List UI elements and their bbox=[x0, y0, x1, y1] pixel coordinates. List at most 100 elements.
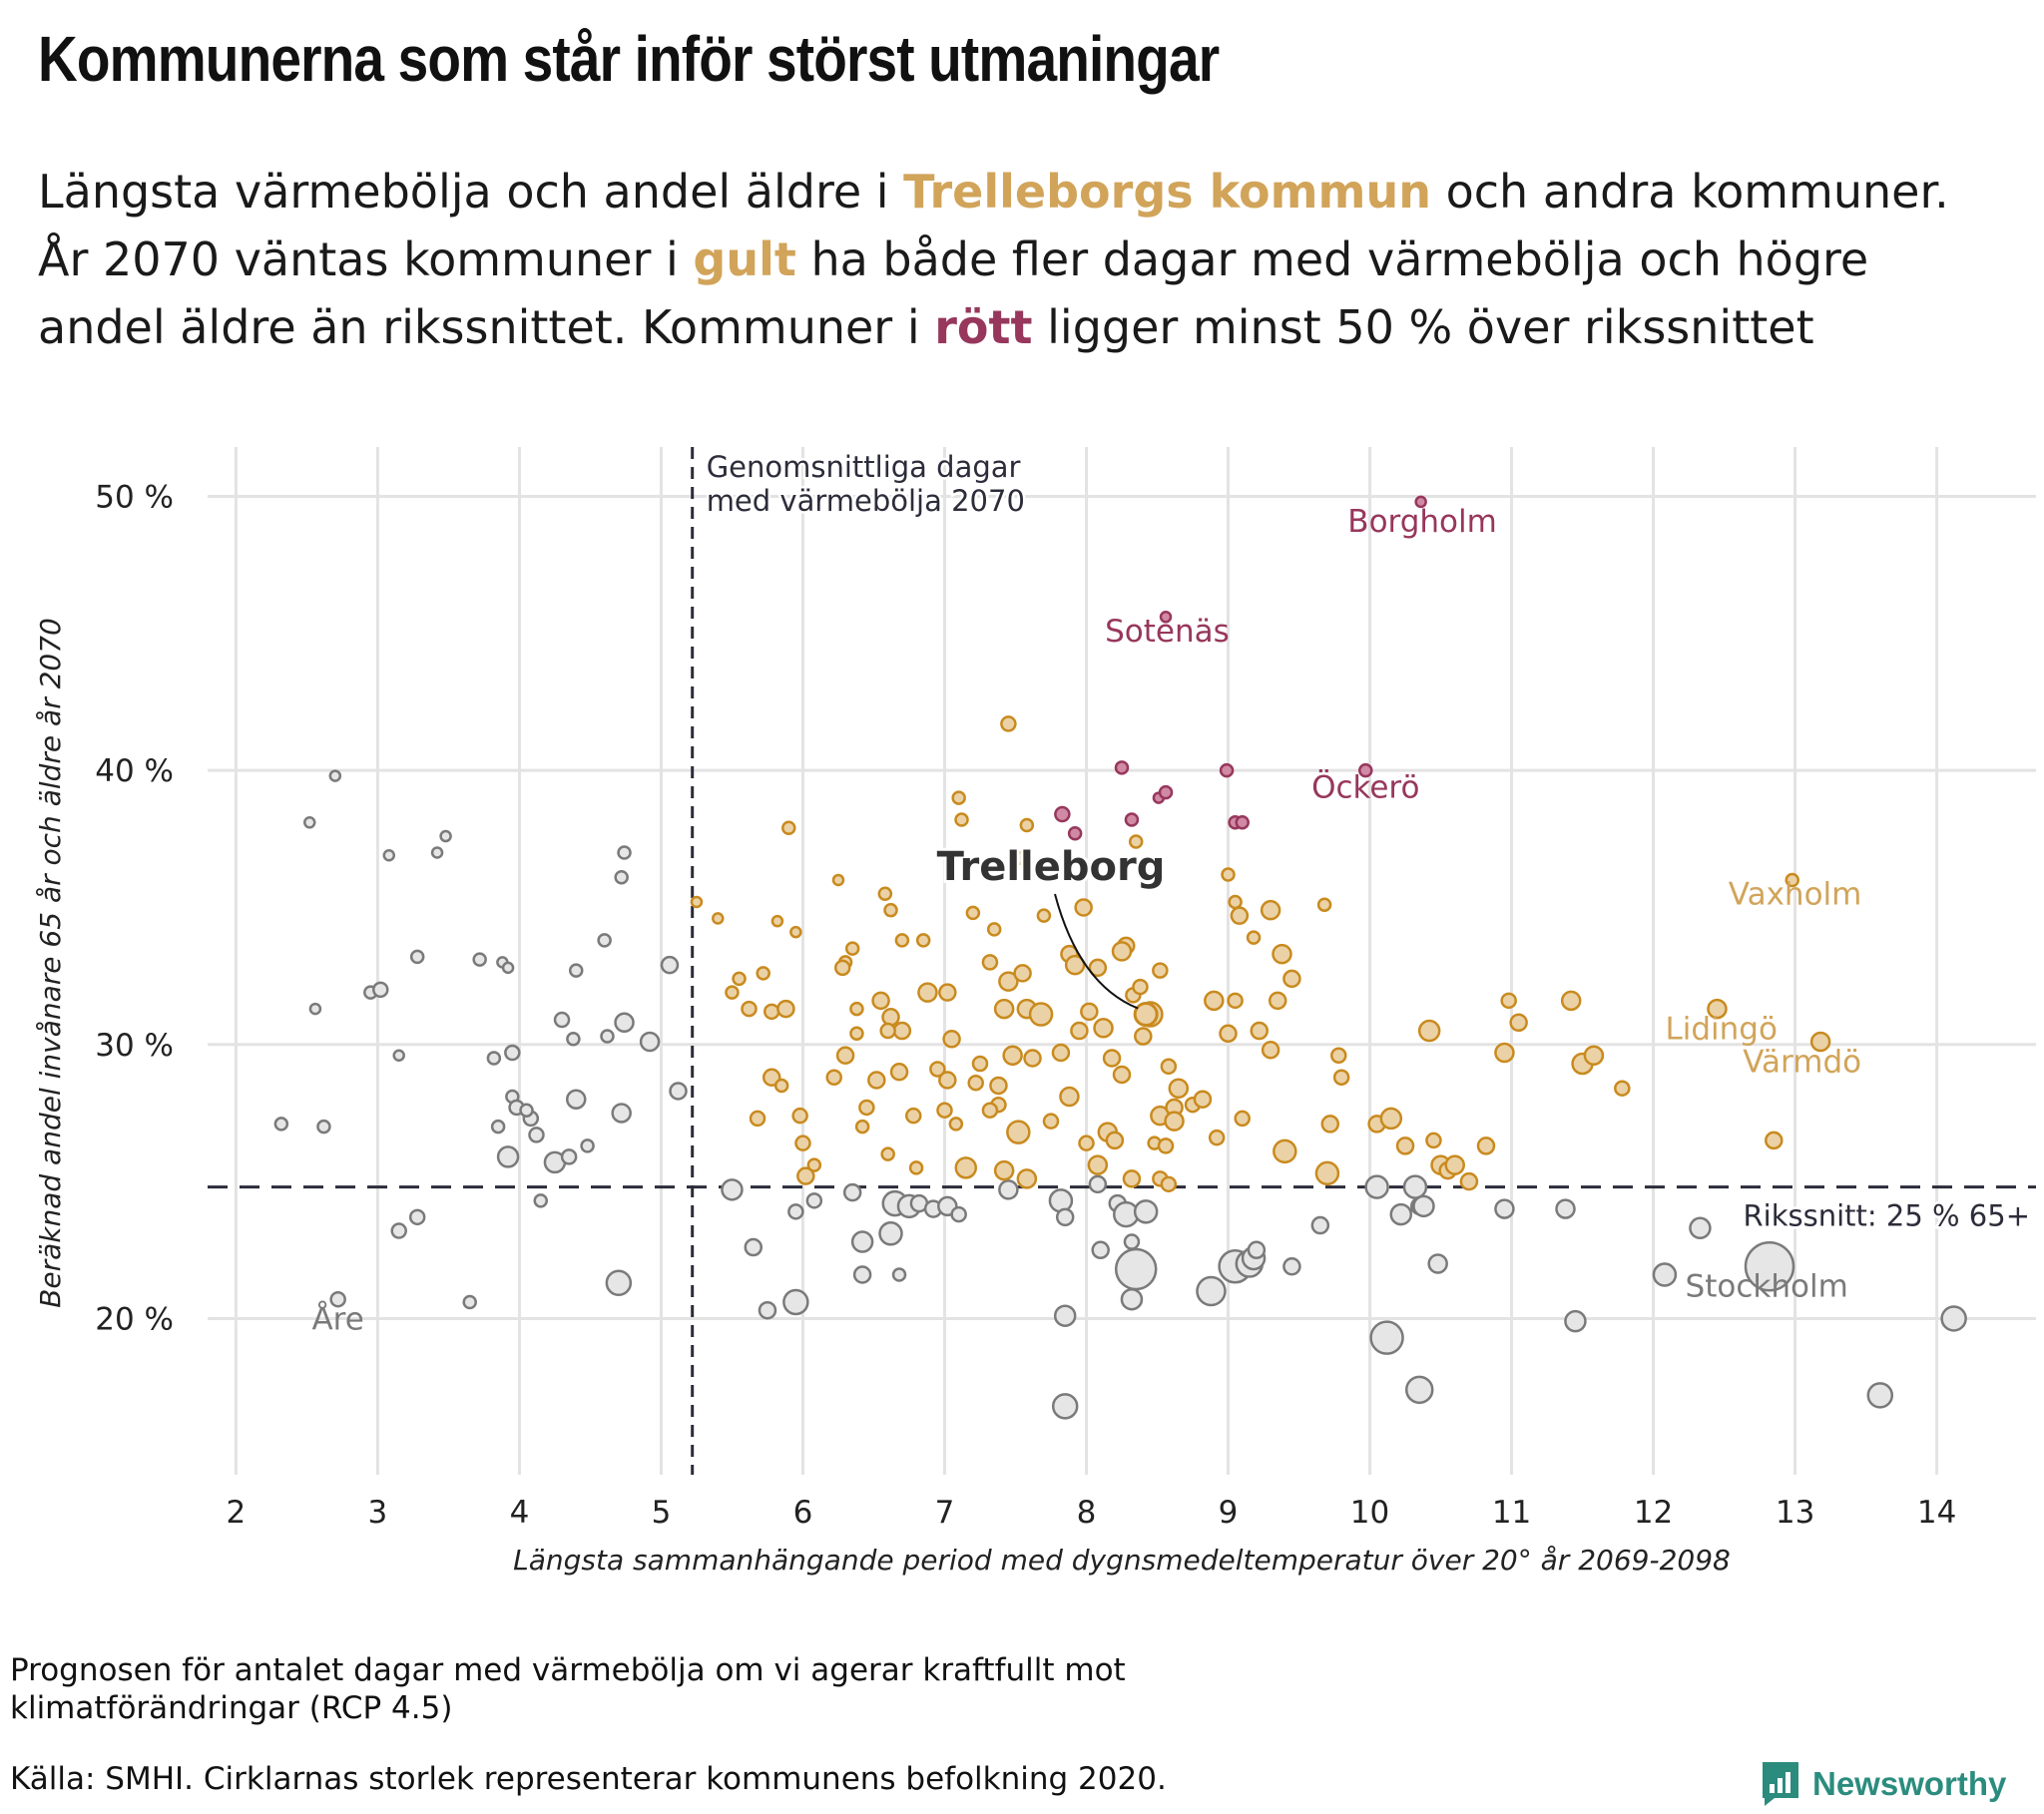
x-tick-label: 12 bbox=[1634, 1495, 1673, 1531]
gold-point bbox=[881, 1008, 900, 1027]
gold-point bbox=[1417, 1019, 1441, 1043]
gold-point bbox=[971, 1055, 989, 1073]
gold-point bbox=[917, 982, 938, 1003]
grey-point bbox=[1055, 1207, 1075, 1227]
gold-point bbox=[1314, 1160, 1340, 1186]
gold-point bbox=[1221, 867, 1236, 882]
gold-point bbox=[1208, 1129, 1226, 1146]
gold-point bbox=[1152, 962, 1169, 979]
y-axis-title: Beräknad andel invånare 65 år och äldre … bbox=[34, 618, 67, 1308]
trelleborg-point bbox=[1133, 1002, 1159, 1028]
gold-point bbox=[1707, 998, 1728, 1020]
gold-point bbox=[854, 1119, 870, 1134]
gold-point bbox=[867, 1071, 886, 1090]
gold-point bbox=[1260, 899, 1281, 921]
gold-point bbox=[749, 1110, 766, 1128]
gold-point bbox=[725, 985, 740, 1000]
gold-point bbox=[1230, 906, 1250, 925]
x-tick-label: 5 bbox=[652, 1495, 672, 1531]
gold-point bbox=[1227, 992, 1244, 1010]
grey-point bbox=[842, 1182, 862, 1202]
grey-point bbox=[660, 955, 680, 975]
gold-point bbox=[1088, 958, 1108, 978]
gold-point bbox=[1614, 1080, 1631, 1097]
grey-point bbox=[1120, 1287, 1144, 1311]
gold-point bbox=[981, 1102, 999, 1119]
grey-point bbox=[308, 1002, 322, 1016]
subtitle-part-2: och andra kommuner. År 2070 väntas kommu… bbox=[38, 165, 1949, 286]
x-tick-label: 2 bbox=[227, 1495, 247, 1531]
grey-point bbox=[1940, 1305, 1967, 1332]
gold-point bbox=[796, 1166, 815, 1185]
grey-point bbox=[1494, 1198, 1515, 1219]
newsworthy-chart-icon bbox=[1763, 1762, 1798, 1806]
gold-point bbox=[954, 812, 969, 827]
gold-point bbox=[1765, 1131, 1784, 1150]
gold-point bbox=[965, 905, 981, 921]
gold-point bbox=[849, 1026, 864, 1042]
gold-point bbox=[1476, 1136, 1496, 1155]
point-label: Borgholm bbox=[1347, 504, 1497, 540]
grid-lines bbox=[208, 447, 2036, 1475]
x-tick-label: 14 bbox=[1917, 1495, 1956, 1531]
point-label: Vaxholm bbox=[1729, 877, 1862, 913]
grey-point bbox=[1427, 1253, 1448, 1274]
red-point bbox=[1358, 762, 1373, 778]
gold-point bbox=[936, 1102, 953, 1119]
gold-point bbox=[879, 1022, 896, 1040]
gold-point bbox=[989, 1076, 1008, 1096]
gold-point bbox=[1160, 1175, 1178, 1193]
grey-point bbox=[1652, 1262, 1678, 1287]
point-label: Lidingö bbox=[1665, 1011, 1777, 1047]
gold-point bbox=[1074, 898, 1093, 917]
grey-point bbox=[390, 1222, 407, 1239]
x-tick-label: 7 bbox=[935, 1495, 955, 1531]
grey-point bbox=[408, 1208, 426, 1226]
grey-point bbox=[998, 1179, 1019, 1200]
trelleborg-label: Trelleborg bbox=[937, 844, 1166, 890]
gold-point bbox=[712, 912, 725, 925]
gold-point bbox=[929, 1061, 946, 1078]
gold-point bbox=[1006, 1120, 1031, 1144]
red-point bbox=[1414, 495, 1427, 509]
newsworthy-logo[interactable]: Newsworthy bbox=[1759, 1754, 2006, 1814]
gold-point bbox=[894, 933, 910, 948]
footnote: Prognosen för antalet dagar med värmeböl… bbox=[10, 1652, 1126, 1726]
grey-point bbox=[1048, 1188, 1074, 1213]
grey-point bbox=[617, 845, 632, 860]
grey-point bbox=[1555, 1198, 1576, 1219]
y-tick-label: 50 % bbox=[95, 479, 174, 515]
x-tick-label: 8 bbox=[1077, 1495, 1097, 1531]
gold-point bbox=[1228, 894, 1243, 910]
red-point bbox=[1159, 611, 1173, 624]
gold-point bbox=[1444, 1154, 1465, 1175]
grey-point bbox=[566, 1032, 581, 1047]
point-label: Stockholm bbox=[1686, 1268, 1848, 1304]
grey-point bbox=[439, 829, 452, 843]
y-tick-label: 30 % bbox=[95, 1028, 174, 1064]
gold-point bbox=[1332, 1069, 1350, 1086]
gold-point bbox=[951, 790, 966, 805]
grey-point bbox=[669, 1082, 688, 1101]
gold-point bbox=[938, 983, 957, 1002]
grey-point bbox=[597, 933, 612, 948]
gold-point bbox=[1272, 943, 1292, 965]
gold-point bbox=[794, 1134, 811, 1151]
gold-point bbox=[732, 971, 747, 987]
gold-point bbox=[1080, 1002, 1099, 1022]
gold-point bbox=[1111, 941, 1133, 962]
grey-point bbox=[501, 961, 515, 975]
x-axis-title: Längsta sammanhängande period med dygnsm… bbox=[513, 1544, 1731, 1577]
grey-point bbox=[392, 1049, 405, 1063]
gold-point bbox=[880, 1146, 895, 1161]
gold-point bbox=[791, 1107, 808, 1125]
grey-point bbox=[1689, 1216, 1712, 1240]
grey-point bbox=[472, 952, 487, 967]
gold-point bbox=[1002, 1045, 1023, 1067]
grey-point bbox=[878, 1221, 903, 1246]
gold-point bbox=[1132, 978, 1149, 996]
gold-point bbox=[756, 966, 770, 981]
gold-point bbox=[993, 1159, 1015, 1181]
